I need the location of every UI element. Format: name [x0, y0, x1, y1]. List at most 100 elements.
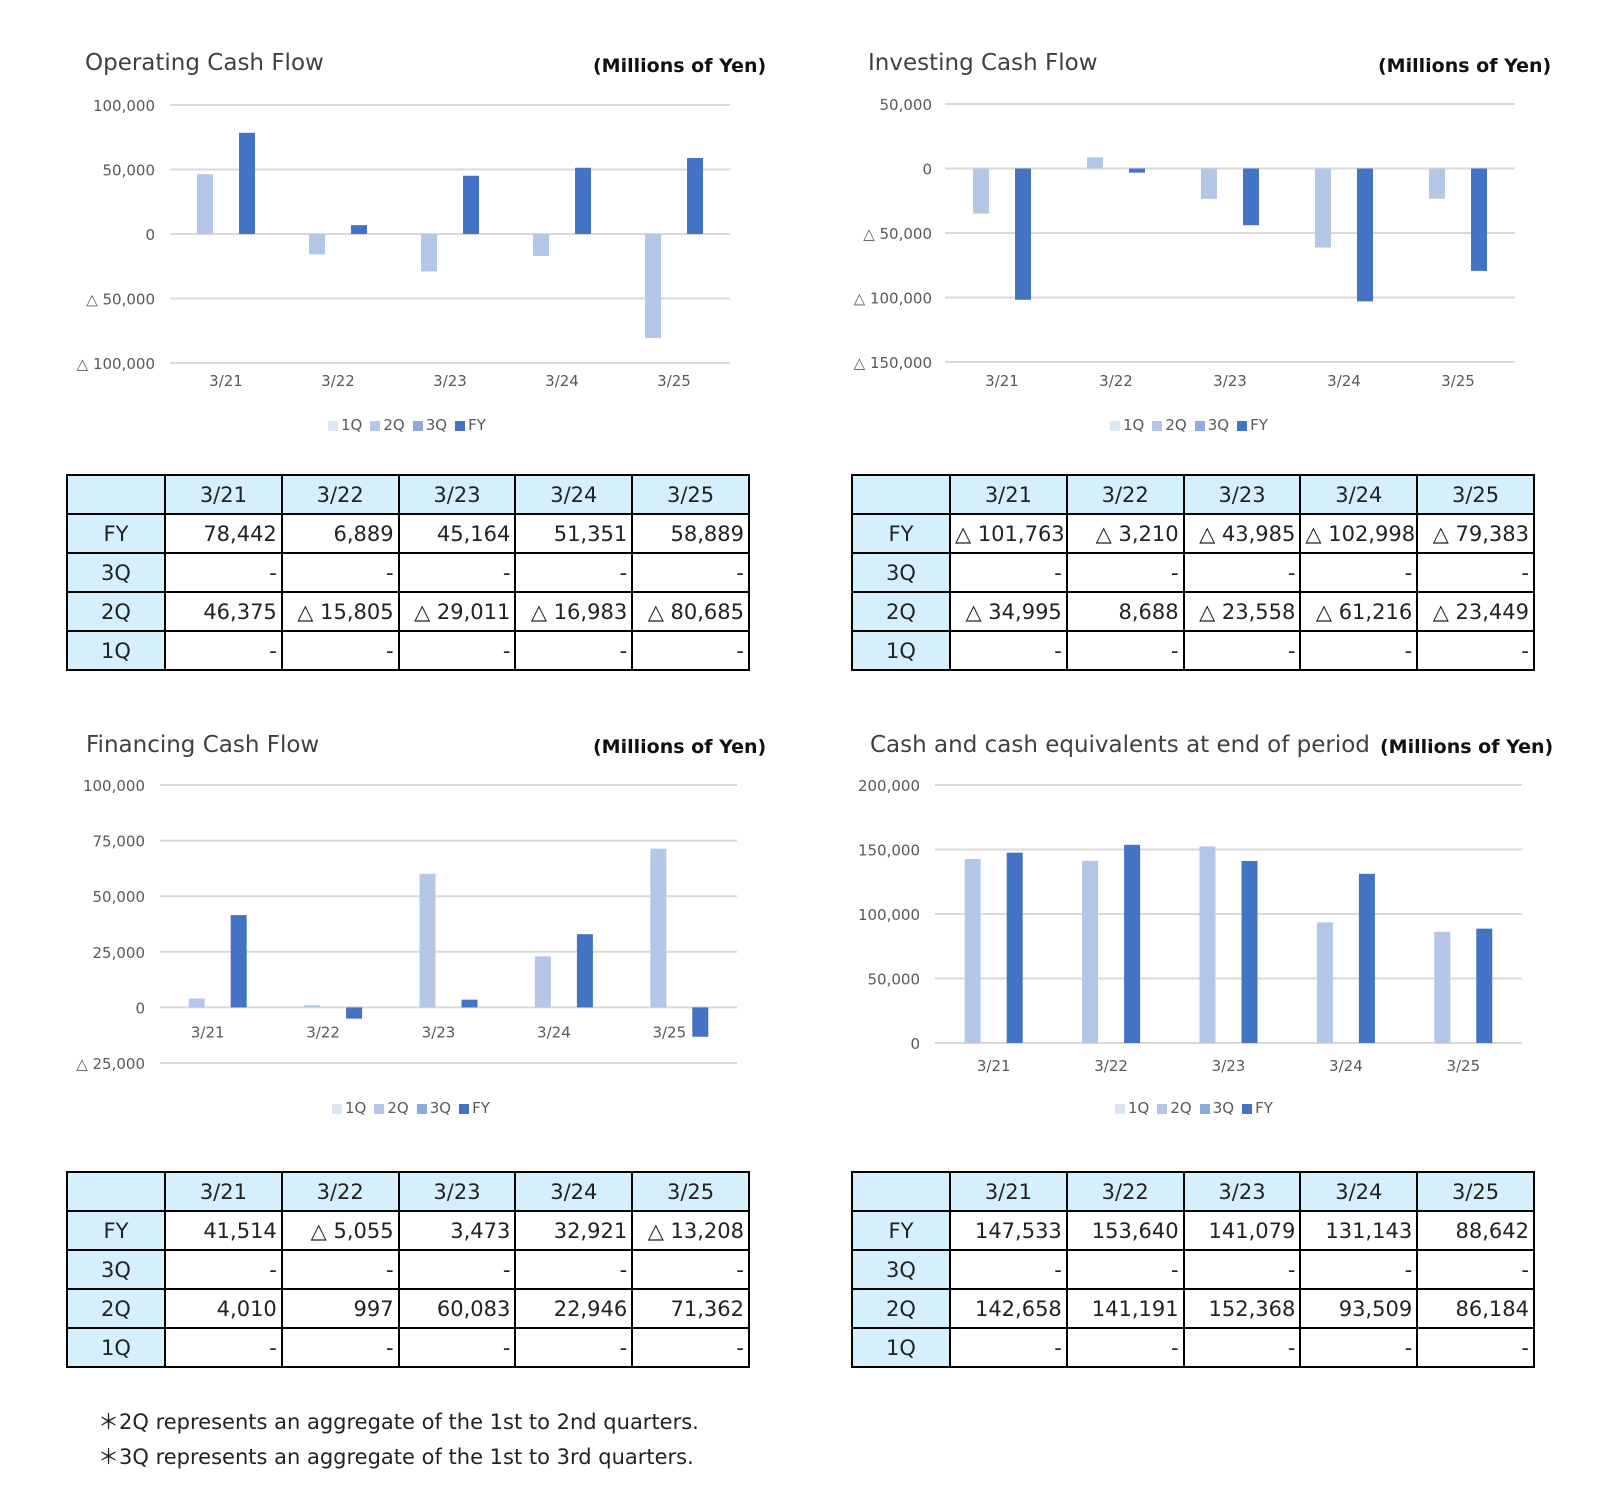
table-row: 2Q △ 34,995 8,688 △ 23,558 △ 61,216 △ 23,449 — [851, 591, 1535, 632]
x-tick-label: 3/23 — [433, 372, 467, 390]
table-corner-cell — [66, 474, 166, 515]
table-cell: - — [397, 1327, 517, 1368]
investing-unit-label: (Millions of Yen) — [1378, 55, 1552, 77]
row-header: FY — [851, 1210, 951, 1251]
bar-fy-3-22 — [1129, 168, 1145, 173]
footnote-2q: ＊2Q represents an aggregate of the 1st t… — [98, 1410, 699, 1434]
bar-fy-3-24 — [576, 934, 593, 1008]
y-tick-label: △ 50,000 — [86, 291, 155, 309]
column-header: 3/21 — [949, 1171, 1068, 1212]
legend-swatch — [412, 421, 423, 431]
cash-equivalents-chart-legend: 1Q 2Q 3Q FY — [1115, 1099, 1281, 1117]
legend-swatch — [455, 421, 466, 431]
table-cell: 152,368 — [1182, 1288, 1302, 1329]
operating-chart-title: Operating Cash Flow — [85, 50, 324, 76]
y-tick-label: 50,000 — [880, 96, 933, 114]
table-cell: 86,184 — [1416, 1288, 1535, 1329]
y-tick-label: △ 100,000 — [854, 290, 932, 308]
bar-fy-3-24 — [1357, 168, 1373, 302]
bar-fy-3-25 — [687, 158, 703, 234]
bar-2q-3-21 — [188, 998, 205, 1008]
table-cell: 3,473 — [397, 1210, 517, 1251]
x-tick-label: 3/22 — [306, 1023, 340, 1041]
table-cell: - — [949, 1249, 1068, 1290]
table-cell: - — [1416, 1327, 1535, 1368]
table-cell: △ 34,995 — [949, 591, 1068, 632]
y-tick-label: 100,000 — [83, 777, 145, 795]
table-cell: - — [1182, 552, 1302, 593]
column-header: 3/25 — [631, 474, 750, 515]
footnote-3q: ＊3Q represents an aggregate of the 1st t… — [98, 1445, 694, 1469]
column-header: 3/24 — [1299, 474, 1419, 515]
y-tick-label: 0 — [922, 161, 932, 179]
x-tick-label: 3/23 — [1213, 372, 1247, 390]
x-tick-label: 3/25 — [652, 1023, 686, 1041]
table-cell: 71,362 — [631, 1288, 750, 1329]
operating-cash-flow-chart: 100,000 50,000 0 △ 50,000 △ 100,000 3/21 3/22 3… — [77, 97, 730, 390]
table-cell: △ 102,998 — [1299, 513, 1419, 554]
table-cell: - — [514, 1327, 634, 1368]
column-header: 3/25 — [1416, 474, 1535, 515]
table-row: 1Q - - - - - — [851, 1327, 1535, 1368]
y-tick-label: △ 25,000 — [76, 1055, 145, 1073]
table-cell: - — [1065, 1249, 1185, 1290]
table-cell: 142,658 — [949, 1288, 1068, 1329]
legend-label: FY — [1250, 416, 1268, 434]
legend-item-1q: 1Q — [328, 416, 362, 434]
row-header: 2Q — [851, 591, 951, 632]
column-header: 3/25 — [631, 1171, 750, 1212]
table-row: FY 147,533 153,640 141,079 131,143 88,642 — [851, 1210, 1535, 1251]
legend-label: 3Q — [1207, 416, 1230, 434]
table-row: FY 41,514 △ 5,055 3,473 32,921 △ 13,208 — [66, 1210, 750, 1251]
legend-item-2q: 2Q — [1157, 1099, 1192, 1117]
legend-item-2q: 2Q — [374, 1099, 409, 1117]
table-cell: - — [631, 552, 750, 593]
footnotes: ＊2Q represents an aggregate of the 1st t… — [98, 1405, 699, 1475]
row-header: 3Q — [66, 552, 166, 593]
column-header: 3/21 — [164, 1171, 283, 1212]
table-cell: △ 43,985 — [1182, 513, 1302, 554]
row-header: 1Q — [66, 630, 166, 671]
table-header-row: 3/21 3/22 3/23 3/24 3/25 — [66, 474, 750, 515]
table-cell: - — [397, 630, 517, 671]
table-cell: - — [514, 1249, 634, 1290]
bar-2q-3-22 — [304, 1005, 321, 1008]
column-header: 3/23 — [1182, 474, 1302, 515]
x-tick-label: 3/22 — [321, 372, 355, 390]
table-cell: - — [397, 552, 517, 593]
table-cell: △ 101,763 — [949, 513, 1068, 554]
column-header: 3/25 — [1416, 1171, 1535, 1212]
bar-2q-3-21 — [197, 174, 213, 234]
y-tick-label: 100,000 — [858, 906, 920, 924]
column-header: 3/21 — [949, 474, 1068, 515]
table-cell: △ 13,208 — [631, 1210, 750, 1251]
x-tick-label: 3/25 — [1441, 372, 1475, 390]
cash-equivalents-unit-label: (Millions of Yen) — [1380, 736, 1554, 758]
table-cell: △ 61,216 — [1299, 591, 1419, 632]
cash-equivalents-chart-title: Cash and cash equivalents at end of peri… — [870, 732, 1370, 758]
x-tick-label: 3/24 — [545, 372, 579, 390]
table-cell: - — [164, 1327, 283, 1368]
cash-equivalents-chart: 200,000 150,000 100,000 50,000 0 3/21 3/22 3/23… — [858, 777, 1522, 1075]
bar-fy-3-25 — [1476, 928, 1493, 1043]
table-cell: - — [280, 552, 400, 593]
table-cell: - — [1182, 1327, 1302, 1368]
investing-chart-legend: 1Q 2Q 3Q FY — [1110, 416, 1276, 434]
bar-2q-3-23 — [421, 234, 437, 272]
table-cell: - — [1416, 1249, 1535, 1290]
table-cell: △ 80,685 — [631, 591, 750, 632]
table-cell: △ 15,805 — [280, 591, 400, 632]
bar-fy-3-22 — [1124, 844, 1141, 1043]
financing-cash-flow-chart: 100,000 75,000 50,000 25,000 0 △ 25,000 3/21 3/… — [76, 777, 737, 1073]
column-header: 3/21 — [164, 474, 283, 515]
table-cell: 141,191 — [1065, 1288, 1185, 1329]
legend-item-3q: 3Q — [1199, 1099, 1234, 1117]
bar-2q-3-22 — [309, 234, 325, 255]
y-tick-label: △ 50,000 — [863, 225, 932, 243]
bar-2q-3-22 — [1082, 860, 1099, 1043]
column-header: 3/22 — [1065, 474, 1185, 515]
y-tick-label: 100,000 — [93, 97, 155, 115]
bar-2q-3-25 — [650, 848, 667, 1008]
column-header: 3/22 — [280, 474, 400, 515]
legend-label: 1Q — [341, 416, 363, 434]
